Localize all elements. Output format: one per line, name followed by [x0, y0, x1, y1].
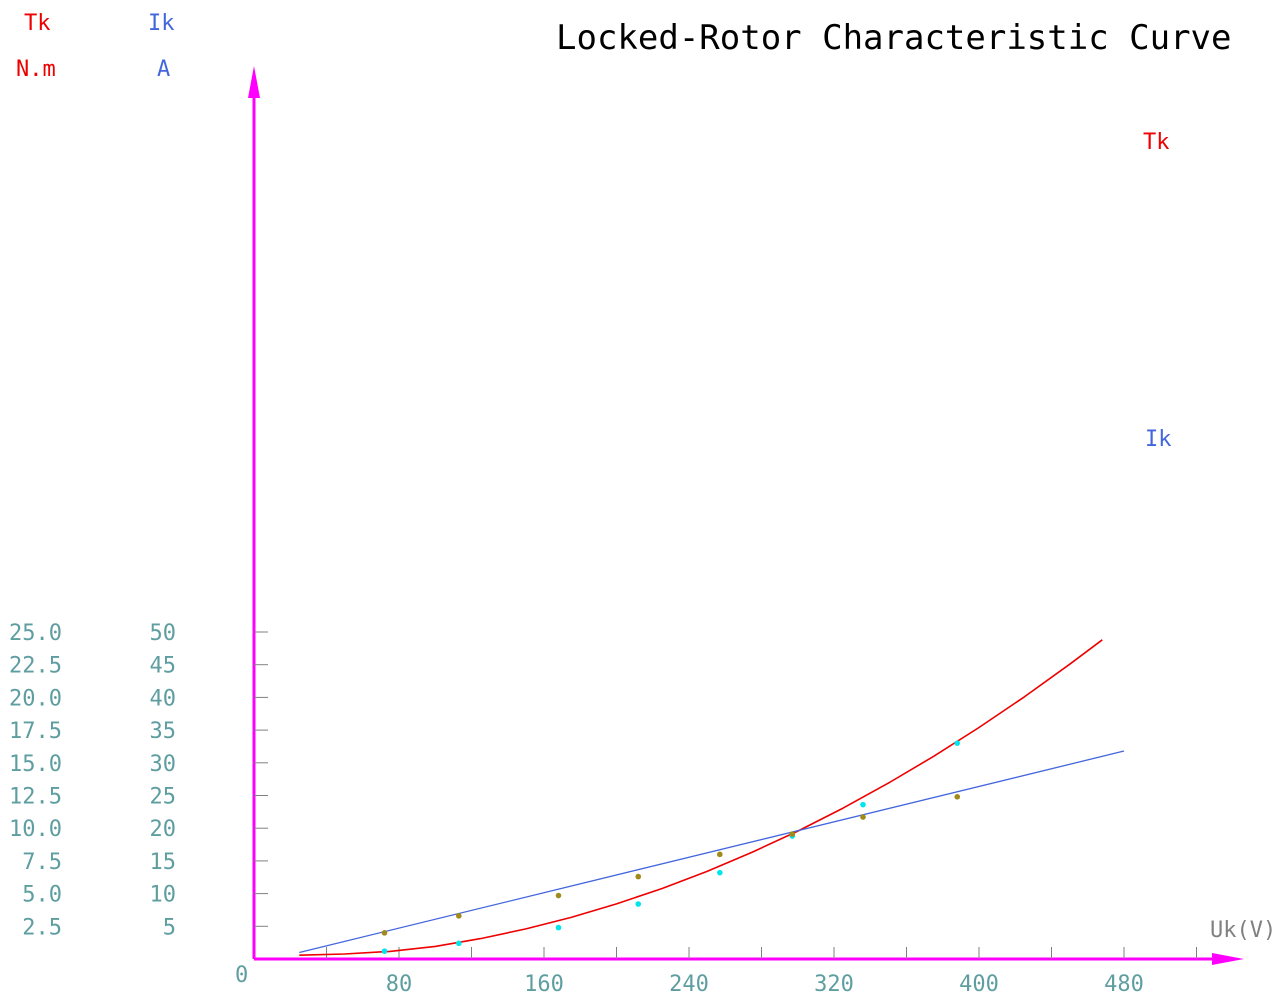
x-tick-label: 80 [386, 972, 413, 997]
y-right-tick-label: 5 [163, 915, 176, 940]
y-right-tick-label: 10 [150, 883, 177, 908]
y-left-tick-label: 10.0 [9, 817, 62, 842]
data-point-ik [381, 930, 388, 936]
y-left-tick-label: 5.0 [22, 883, 62, 908]
y-right-tick-label: 30 [150, 752, 177, 777]
x-tick-label: 160 [524, 972, 564, 997]
y-right-tick-label: 40 [150, 686, 177, 711]
series-line-ik [299, 750, 1125, 954]
left-axis-label: Tk [24, 11, 51, 36]
y-left-tick-label: 22.5 [9, 654, 62, 679]
y-left-tick-label: 12.5 [9, 785, 62, 810]
data-point-ik [717, 851, 723, 858]
data-point-ik [789, 831, 796, 837]
chart-title: Locked-Rotor Characteristic Curve [556, 18, 1232, 58]
data-point-tk [954, 740, 961, 746]
x-axis-arrow [1212, 953, 1244, 965]
series-group [299, 639, 1125, 956]
series-line-tk [299, 639, 1103, 956]
y-left-tick-label: 15.0 [9, 752, 62, 777]
y-right-tick-label: 20 [150, 817, 177, 842]
data-point-tk [860, 801, 866, 808]
data-point-ik [555, 892, 562, 899]
data-point-ik [456, 913, 462, 919]
markers-group [381, 740, 961, 954]
series-label-tk: Tk [1143, 130, 1170, 155]
x-tick-label: 400 [959, 972, 999, 997]
y-left-tick-label: 17.5 [9, 719, 62, 744]
data-point-tk [635, 901, 642, 907]
y-right-tick-label: 45 [150, 654, 177, 679]
data-point-tk [717, 869, 723, 876]
y-left-tick-label: 20.0 [9, 686, 62, 711]
data-point-tk [555, 924, 562, 931]
y-left-tick-label: 2.5 [22, 915, 62, 940]
series-label-ik: Ik [1145, 427, 1172, 452]
y-right-tick-label: 50 [150, 621, 177, 646]
axes-group [248, 66, 1244, 965]
data-point-tk [381, 948, 388, 954]
tick-labels-group: 2.5 5 5.0 10 7.5 15 10.0 20 12.5 25 15.0 30 17.5 35 20… [9, 130, 1171, 997]
x-tick-label: 480 [1104, 972, 1144, 997]
data-point-ik [954, 794, 961, 800]
y-right-tick-label: 35 [150, 719, 177, 744]
y-left-tick-label: 25.0 [9, 621, 62, 646]
y-right-tick-label: 15 [150, 850, 177, 875]
y-left-tick-label: 7.5 [22, 850, 62, 875]
data-point-tk [456, 940, 462, 947]
x-tick-label: 240 [669, 972, 709, 997]
y-right-tick-label: 25 [150, 785, 177, 810]
right-axis-unit: A [157, 57, 170, 82]
x-origin-label: 0 [235, 963, 248, 988]
data-point-ik [635, 873, 642, 880]
right-axis-label: Ik [148, 11, 175, 36]
x-tick-label: 320 [814, 972, 854, 997]
x-axis-label: Uk(V) [1210, 918, 1276, 943]
y-axis-arrow [248, 66, 260, 98]
data-point-ik [860, 814, 866, 820]
left-axis-unit: N.m [16, 57, 56, 82]
